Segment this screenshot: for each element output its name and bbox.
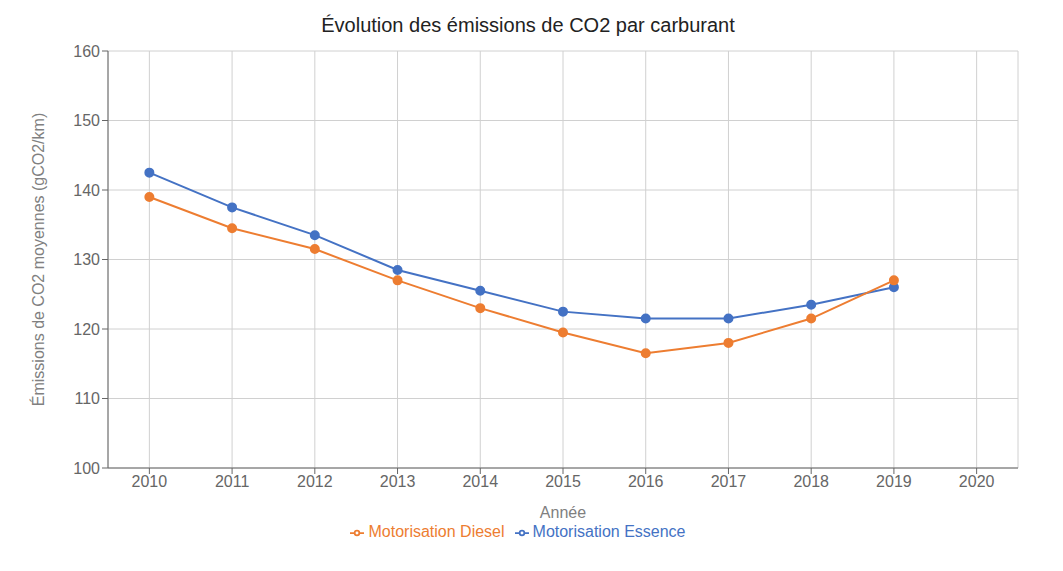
svg-text:2018: 2018	[793, 473, 829, 490]
svg-text:Année: Année	[540, 504, 586, 521]
svg-text:150: 150	[73, 112, 100, 129]
svg-text:160: 160	[73, 43, 100, 60]
svg-text:2019: 2019	[876, 473, 912, 490]
svg-text:2015: 2015	[545, 473, 581, 490]
svg-text:2013: 2013	[380, 473, 416, 490]
svg-text:2011: 2011	[215, 473, 250, 490]
svg-text:120: 120	[73, 321, 100, 338]
svg-text:130: 130	[73, 251, 100, 268]
svg-text:110: 110	[74, 390, 100, 407]
html-text:Motorisation Diesel: Motorisation Diesel	[368, 523, 505, 540]
svg-text:2020: 2020	[959, 473, 995, 490]
svg-text:2010: 2010	[132, 473, 168, 490]
svg-text:Émissions de CO2 moyennes (gCO: Émissions de CO2 moyennes (gCO2/km)	[29, 113, 47, 406]
svg-text:100: 100	[73, 460, 100, 477]
html-text:Motorisation Essence: Motorisation Essence	[532, 523, 686, 540]
svg-text:2017: 2017	[711, 473, 747, 490]
svg-text:140: 140	[73, 182, 100, 199]
svg-text:2016: 2016	[628, 473, 664, 490]
svg-text:2012: 2012	[297, 473, 333, 490]
svg-text:2014: 2014	[462, 473, 498, 490]
html-text:Évolution des émissions de CO2: Évolution des émissions de CO2 par carbu…	[321, 14, 735, 36]
